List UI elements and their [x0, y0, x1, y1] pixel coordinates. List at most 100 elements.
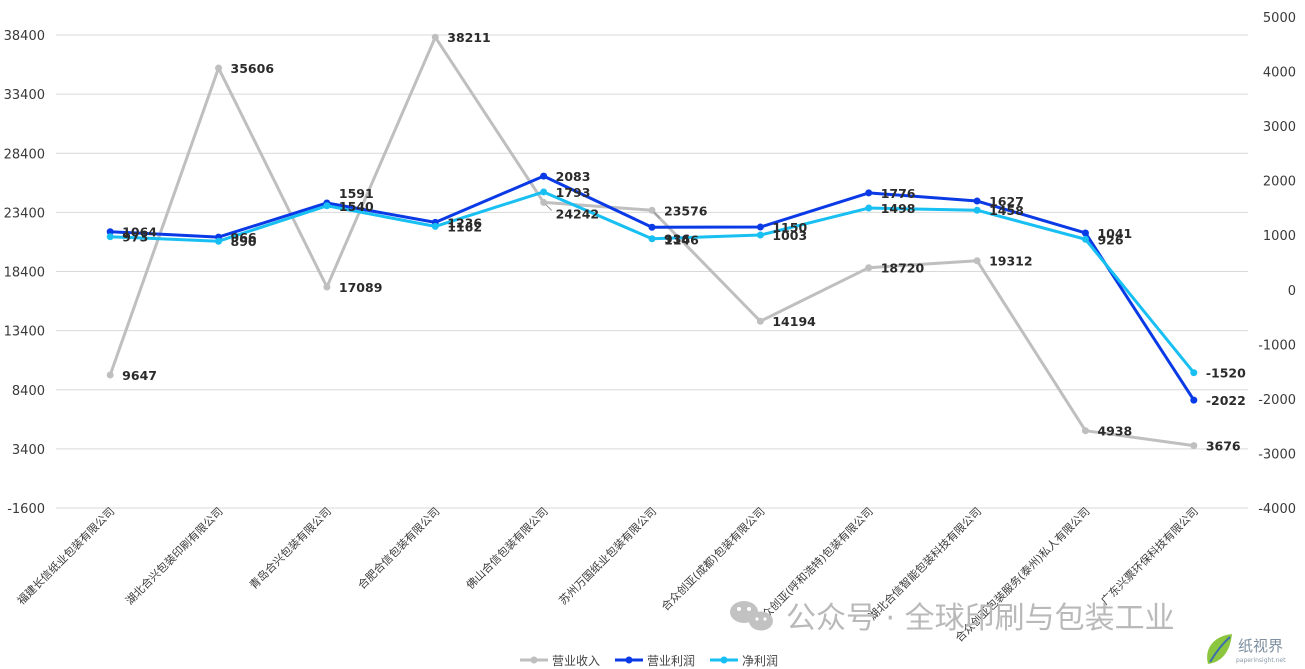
legend-item: 净利润 — [710, 654, 778, 668]
data-point — [756, 231, 764, 239]
data-label: -2022 — [1206, 393, 1246, 408]
data-point — [648, 235, 656, 243]
left-tick-label: 13400 — [4, 325, 45, 340]
data-label: 1627 — [989, 194, 1024, 209]
gridlines — [56, 34, 1248, 509]
legend-label: 营业收入 — [552, 654, 600, 668]
legend-item: 营业利润 — [615, 654, 695, 668]
legend-marker — [530, 656, 538, 664]
data-label: 18720 — [881, 261, 925, 276]
right-tick-label: -2000 — [1258, 393, 1296, 408]
data-point — [973, 206, 981, 214]
series-1 — [106, 172, 1198, 404]
data-label: 38211 — [447, 30, 491, 45]
data-point — [865, 264, 873, 272]
data-point — [973, 257, 981, 265]
data-point — [106, 233, 114, 241]
data-point — [1190, 442, 1198, 450]
data-label: 1162 — [447, 219, 482, 234]
data-point — [106, 371, 114, 379]
data-label: 24242 — [556, 206, 600, 221]
left-tick-label: 23400 — [4, 206, 45, 221]
data-label: 1146 — [664, 232, 699, 247]
right-tick-label: -3000 — [1258, 447, 1296, 462]
data-label: 3676 — [1206, 439, 1241, 454]
right-axis: 5000 4000 3000 2000 1000 0 -1000 -2000 -3000 -400… — [1258, 11, 1296, 517]
data-point — [1081, 235, 1089, 243]
category-label: 佛山合信包装有限公司 — [463, 504, 551, 592]
legend-marker — [720, 656, 728, 664]
legend-item: 营业收入 — [520, 654, 600, 668]
leaf-logo-icon — [1207, 634, 1232, 664]
data-label: -1520 — [1206, 366, 1246, 381]
watermark: 公众号 · 全球印刷与包装工业 纸视界 paperinsight.net — [730, 601, 1286, 664]
series-group — [106, 33, 1198, 450]
data-point — [648, 206, 656, 214]
category-label: 广东兴票环保科技有限公司 — [1098, 504, 1201, 607]
category-label: 福建长信纸业包装有限公司 — [14, 504, 117, 607]
left-tick-label: 3400 — [12, 443, 45, 458]
category-label: 青岛合兴包装有限公司 — [246, 504, 334, 592]
data-point — [1190, 396, 1198, 404]
data-label: 1236 — [447, 215, 482, 230]
data-label: 1540 — [339, 199, 374, 214]
right-tick-label: 4000 — [1263, 66, 1296, 81]
data-label: 1498 — [881, 201, 916, 216]
data-label: 890 — [231, 234, 257, 249]
left-tick-label: 18400 — [4, 266, 45, 281]
data-label: 14194 — [772, 314, 816, 329]
series-2 — [106, 188, 1198, 377]
data-point — [215, 64, 223, 72]
logo-url: paperinsight.net — [1236, 657, 1286, 664]
data-point — [540, 198, 548, 206]
data-label: 1776 — [881, 186, 916, 201]
left-tick-label: 38400 — [4, 29, 45, 44]
right-tick-label: 0 — [1288, 284, 1296, 299]
data-point — [431, 222, 439, 230]
data-point — [756, 317, 764, 325]
right-tick-label: 5000 — [1263, 11, 1296, 26]
category-label: 合肥合信包装有限公司 — [355, 504, 443, 592]
data-labels: 9647 35606 17089 38211 24242 23576 14194 18720 1… — [122, 30, 1246, 453]
data-point — [323, 283, 331, 291]
data-point — [323, 202, 331, 210]
data-point — [865, 189, 873, 197]
data-point — [431, 33, 439, 41]
logo-text: 纸视界 — [1238, 637, 1283, 655]
right-tick-label: 3000 — [1263, 120, 1296, 135]
right-tick-label: -1000 — [1258, 338, 1296, 353]
data-label: 35606 — [231, 61, 275, 76]
data-point — [215, 237, 223, 245]
legend-label: 营业利润 — [647, 654, 695, 668]
data-point — [540, 188, 548, 196]
left-tick-label: 8400 — [12, 384, 45, 399]
data-point — [648, 223, 656, 231]
legend-label: 净利润 — [742, 654, 778, 668]
left-axis: 38400 33400 28400 23400 18400 13400 8400 3400 -1… — [4, 29, 45, 517]
data-label: 1064 — [122, 225, 157, 240]
legend-marker — [625, 656, 633, 664]
data-label: 966 — [231, 230, 257, 245]
data-label: 1458 — [989, 203, 1024, 218]
data-label: 973 — [122, 230, 148, 245]
right-tick-label: 2000 — [1263, 175, 1296, 190]
category-label: 合众创亚(成都)包装有限公司 — [658, 504, 767, 613]
data-point — [973, 197, 981, 205]
data-label: 1041 — [1097, 226, 1132, 241]
wechat-icon — [730, 601, 773, 631]
leader-line — [653, 211, 661, 219]
left-tick-label: 28400 — [4, 147, 45, 162]
data-label: 4938 — [1097, 424, 1132, 439]
category-label: 苏州万国纸业包装有限公司 — [556, 504, 659, 607]
category-label: 湖北合兴包装印刷有限公司 — [122, 504, 225, 607]
data-label: 1150 — [772, 220, 807, 235]
data-point — [1081, 229, 1089, 237]
left-tick-label: -1600 — [7, 502, 45, 517]
leader-line — [545, 204, 552, 211]
data-point — [1081, 427, 1089, 435]
data-label: 19312 — [989, 254, 1032, 269]
legend: 营业收入 营业利润 净利润 — [520, 654, 778, 668]
watermark-text: 公众号 · 全球印刷与包装工业 — [786, 601, 1175, 636]
right-tick-label: -4000 — [1258, 502, 1296, 517]
